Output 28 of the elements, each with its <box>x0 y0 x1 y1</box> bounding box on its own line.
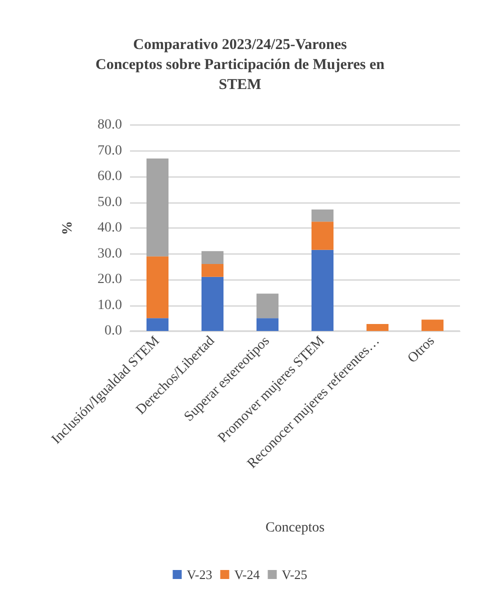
y-tick-label: 80.0 <box>98 118 122 132</box>
y-tick-label: 70.0 <box>98 143 122 158</box>
bar <box>146 256 168 318</box>
bar <box>312 209 334 222</box>
y-tick-label: 60.0 <box>98 169 122 184</box>
legend-label: V-24 <box>234 567 260 582</box>
bar <box>422 320 444 331</box>
bar <box>202 276 224 331</box>
y-tick-label: 20.0 <box>98 272 122 287</box>
bar <box>256 294 278 318</box>
bar <box>146 158 168 256</box>
bar <box>202 251 224 264</box>
legend-label: V-25 <box>282 567 308 582</box>
bar <box>202 264 224 277</box>
bar <box>146 318 168 331</box>
bar <box>312 250 334 331</box>
bar <box>256 318 278 331</box>
y-tick-label: 0.0 <box>104 324 122 338</box>
y-tick-label: 40.0 <box>98 220 122 236</box>
y-axis-title: % <box>60 221 76 235</box>
y-tick-label: 10.0 <box>98 298 122 313</box>
y-tick-label: 30.0 <box>98 246 122 262</box>
legend-label: V-23 <box>186 567 212 582</box>
x-axis-title: Conceptos <box>265 520 325 536</box>
bar <box>366 324 388 331</box>
y-tick-label: 50.0 <box>98 194 122 210</box>
bar <box>312 222 334 250</box>
chart-title: Comparativo 2023/24/25-Varones Conceptos sobre Participación de Mujeres en STEM <box>96 37 386 93</box>
